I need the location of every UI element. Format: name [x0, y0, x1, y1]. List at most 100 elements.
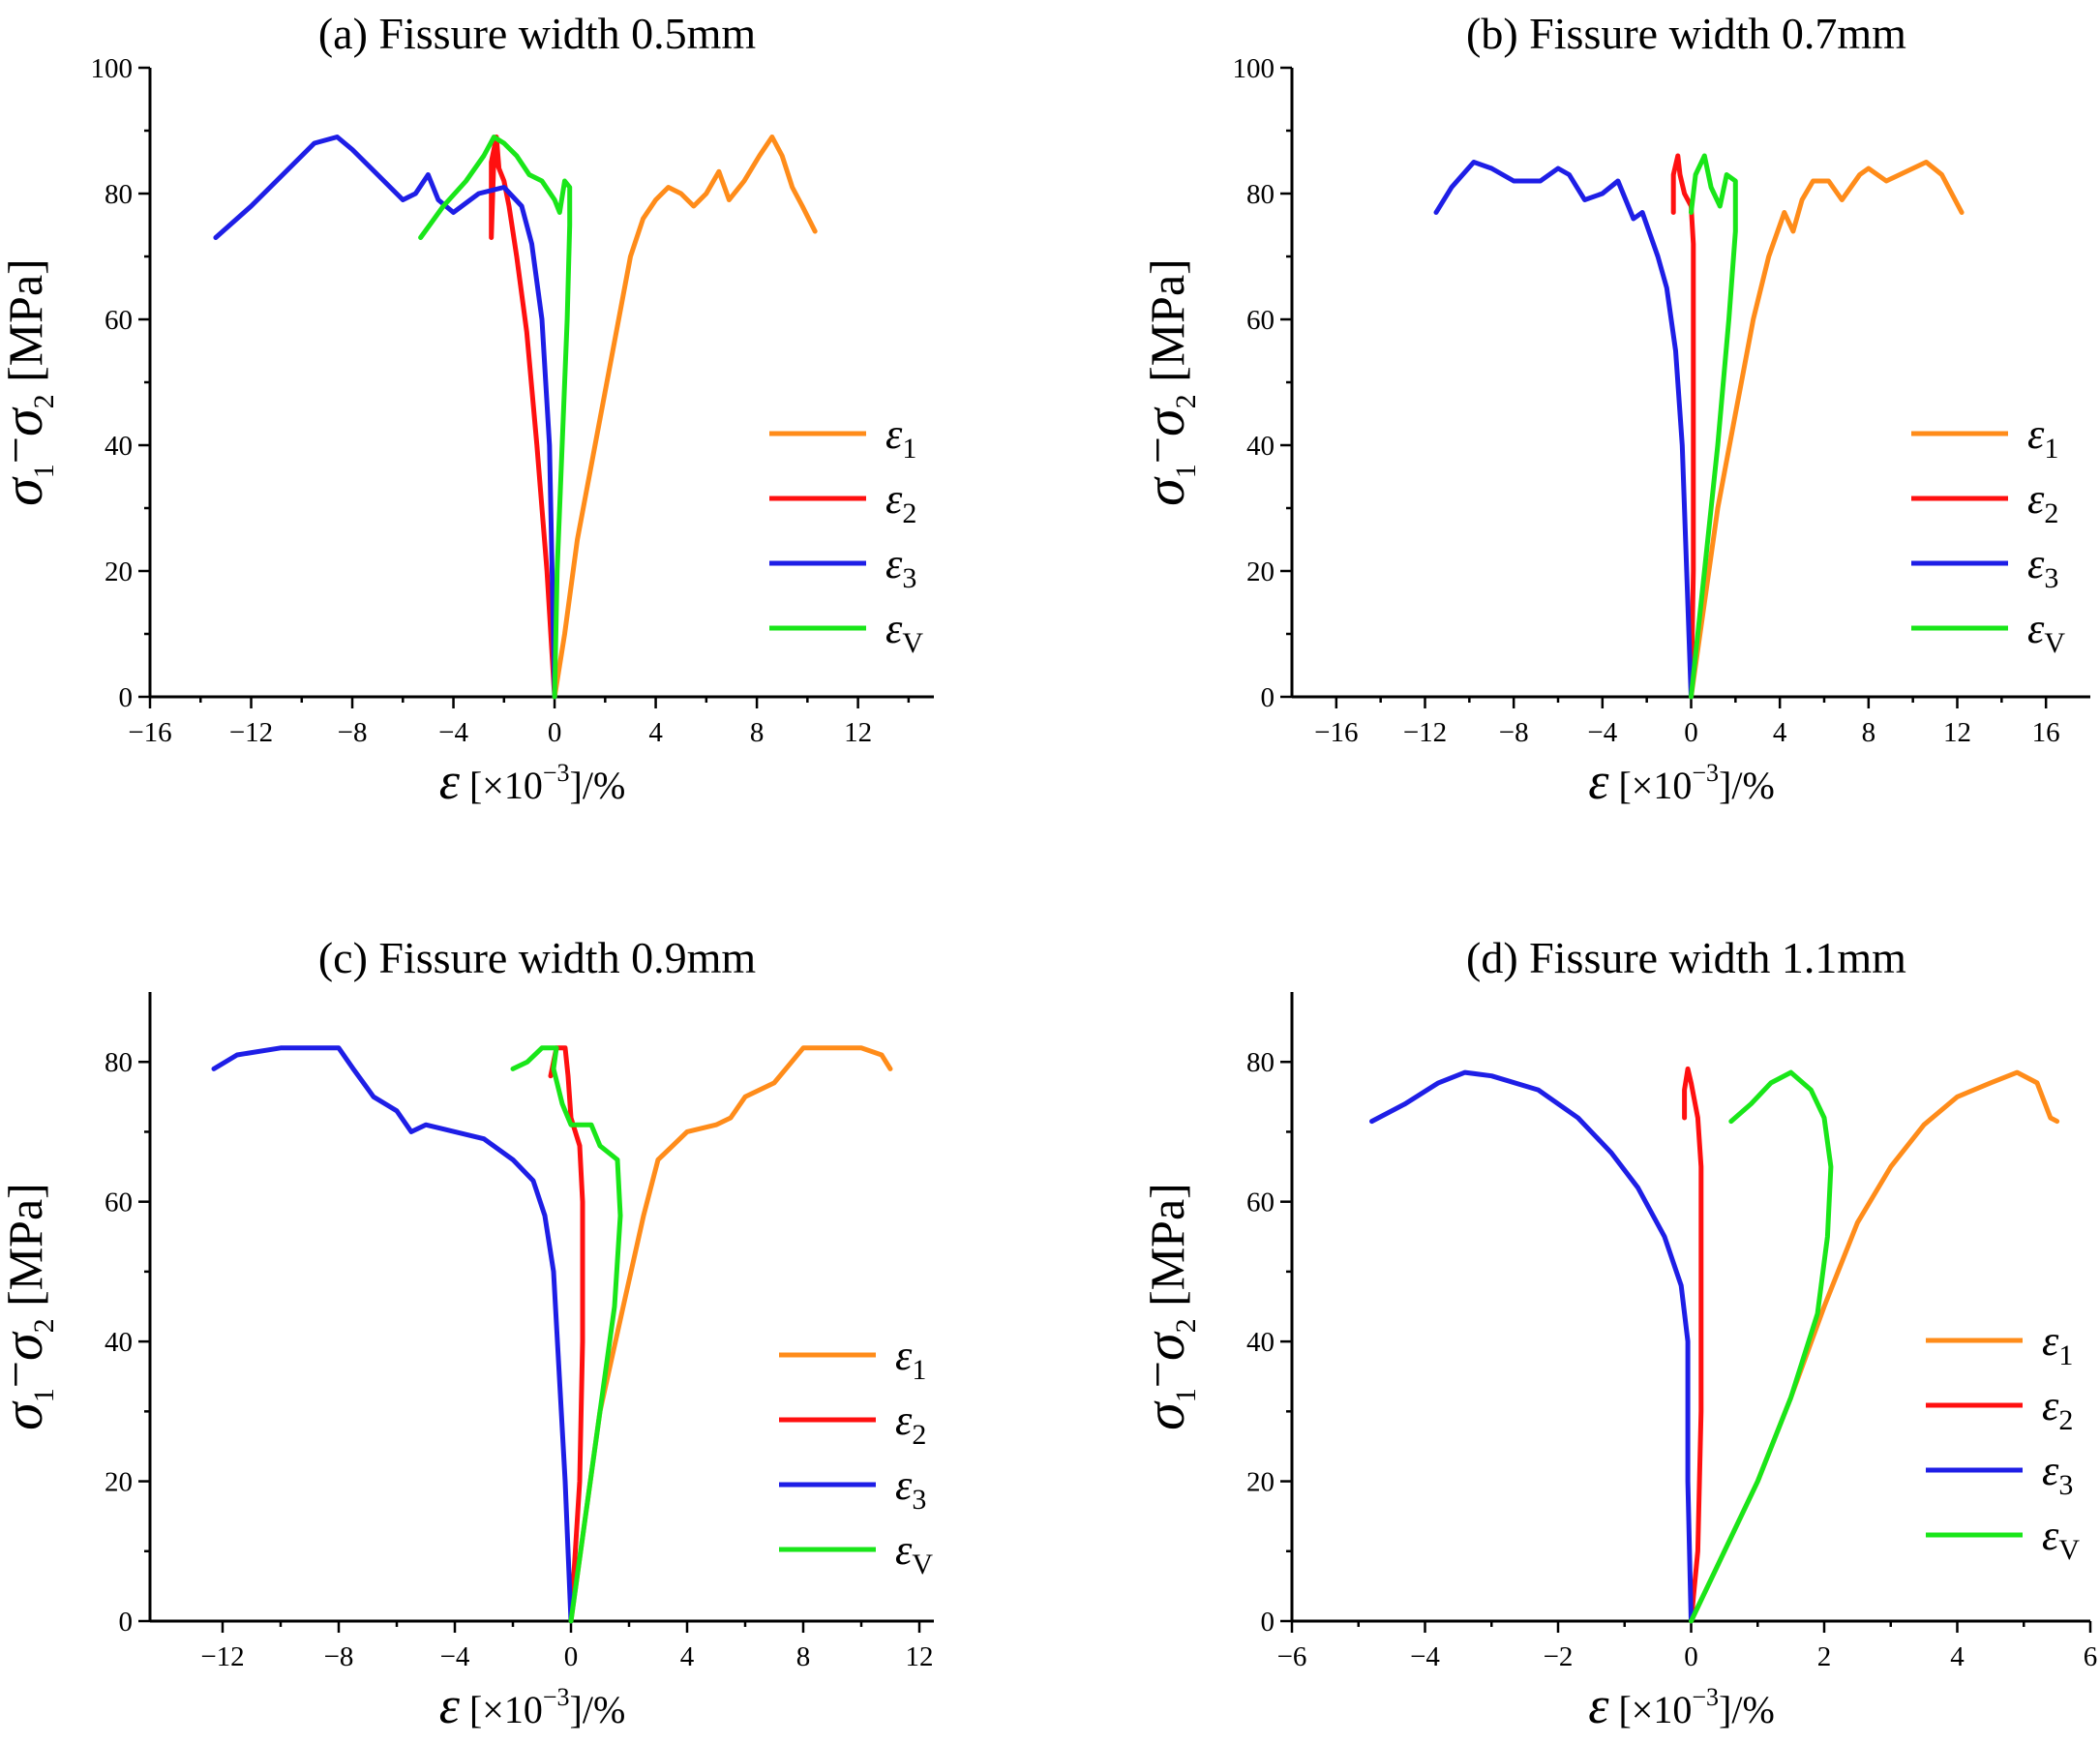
x-tick-label: −8: [338, 717, 368, 748]
y-tick-label: 20: [1246, 556, 1275, 587]
legend-label-eps2: ε2: [2027, 475, 2058, 529]
x-label-pre: [×10: [1608, 764, 1692, 807]
y-tick-label: 0: [1261, 682, 1275, 713]
series-line-eps3: [211, 1045, 574, 1624]
chart-title: (a) Fissure width 0.5mm: [318, 9, 757, 58]
y-tick-label: 80: [1246, 1047, 1275, 1078]
x-label-exp: −3: [1692, 759, 1719, 787]
x-tick-label: −12: [200, 1641, 244, 1672]
y-tick-label: 40: [105, 1327, 133, 1358]
y-label-sigma2: σ: [0, 1331, 54, 1361]
legend-subscript: 2: [2058, 1404, 2073, 1436]
y-label-unit: [MPa]: [1140, 1183, 1194, 1318]
legend-symbol: ε: [2042, 1447, 2059, 1494]
x-tick-label: −2: [1544, 1641, 1574, 1672]
x-label-pre: [×10: [460, 1688, 543, 1731]
legend-subscript: V: [912, 1549, 933, 1580]
x-tick-label: 0: [1684, 717, 1698, 748]
y-axis-label: σ1−σ2 [MPa]: [1130, 1183, 1202, 1430]
x-label-post: ]/%: [570, 1688, 626, 1731]
chart-title: (d) Fissure width 1.1mm: [1466, 933, 1906, 982]
series-line-eps1: [1689, 1069, 2060, 1624]
legend-symbol: ε: [895, 1461, 913, 1509]
series-line-epsV: [510, 1045, 623, 1624]
x-tick-label: −16: [1314, 717, 1358, 748]
x-tick-label: 4: [1950, 1641, 1965, 1672]
legend-symbol: ε: [885, 475, 903, 523]
y-label-unit: [MPa]: [1140, 258, 1194, 394]
y-tick-label: 40: [105, 431, 133, 462]
x-tick-label: −16: [128, 717, 171, 748]
legend-symbol: ε: [2027, 410, 2045, 458]
y-tick-label: 80: [105, 1047, 133, 1078]
x-tick-label: 8: [750, 717, 765, 748]
x-label-pre: [×10: [1608, 1688, 1692, 1731]
y-label-sigma1: σ: [1133, 476, 1196, 506]
legend-label-eps2: ε2: [885, 475, 916, 529]
legend-label-eps2: ε2: [2042, 1382, 2073, 1436]
y-label-sub1: 1: [28, 464, 60, 478]
legend-subscript: V: [2044, 627, 2065, 659]
y-axis-label: σ1−σ2 [MPa]: [1130, 258, 1202, 506]
legend-label-eps3: ε3: [2042, 1447, 2073, 1501]
y-label-sub2: 2: [28, 1318, 60, 1333]
x-tick-label: −4: [440, 1641, 470, 1672]
series-line-eps3: [1433, 160, 1694, 700]
x-label-epsilon: ε: [439, 1676, 461, 1734]
y-label-sub2: 2: [1170, 394, 1202, 408]
x-tick-label: −12: [229, 717, 273, 748]
legend-subscript: 1: [2044, 433, 2058, 465]
y-label-sigma1: σ: [0, 476, 54, 506]
series-line-eps3: [1369, 1069, 1694, 1624]
legend-label-epsV: εV: [2027, 605, 2065, 659]
y-tick-label: 60: [1246, 305, 1275, 336]
y-label-sub1: 1: [1170, 464, 1202, 478]
legend-label-eps1: ε1: [885, 410, 916, 465]
x-tick-label: −12: [1403, 717, 1447, 748]
y-tick-label: 60: [105, 305, 133, 336]
y-label-sub1: 1: [1170, 1388, 1202, 1402]
x-label-exp: −3: [1692, 1683, 1719, 1711]
legend-subscript: 2: [2044, 497, 2058, 529]
chart-title: (c) Fissure width 0.9mm: [318, 933, 757, 982]
series-line-eps1: [568, 1045, 893, 1624]
y-tick-label: 20: [1246, 1467, 1275, 1498]
legend-subscript: 1: [902, 433, 916, 465]
y-label-sub2: 2: [28, 394, 60, 408]
x-tick-label: 8: [1862, 717, 1876, 748]
legend-symbol: ε: [2042, 1512, 2059, 1559]
y-tick-label: 60: [1246, 1188, 1275, 1218]
y-label-minus: −: [1130, 1361, 1185, 1388]
series-line-eps1: [552, 135, 818, 700]
x-tick-label: −8: [324, 1641, 354, 1672]
y-label-sigma2: σ: [1133, 406, 1196, 436]
y-label-unit: [MPa]: [0, 258, 52, 394]
legend-label-eps3: ε3: [2027, 540, 2058, 594]
legend-subscript: 1: [912, 1354, 926, 1386]
y-tick-label: 0: [119, 1607, 134, 1638]
y-label-sub1: 1: [28, 1388, 60, 1402]
y-label-minus: −: [0, 1361, 43, 1388]
series-line-eps2: [489, 135, 557, 700]
y-axis-label: σ1−σ2 [MPa]: [0, 1183, 60, 1430]
x-tick-label: 16: [2032, 717, 2060, 748]
y-label-minus: −: [0, 436, 43, 464]
legend-label-epsV: εV: [895, 1526, 933, 1580]
legend-label-epsV: εV: [885, 605, 923, 659]
x-label-epsilon: ε: [439, 752, 461, 810]
x-axis-label: ε [×10−3]/%: [1588, 752, 1775, 810]
x-label-pre: [×10: [460, 764, 543, 807]
y-tick-label: 20: [105, 1467, 133, 1498]
y-tick-label: 40: [1246, 1327, 1275, 1358]
x-tick-label: −6: [1277, 1641, 1307, 1672]
x-tick-label: −4: [438, 717, 468, 748]
x-tick-label: 12: [844, 717, 872, 748]
legend-label-eps1: ε1: [895, 1332, 926, 1386]
legend-label-eps2: ε2: [895, 1397, 926, 1451]
x-tick-label: 0: [564, 1641, 579, 1672]
y-label-sigma1: σ: [1133, 1400, 1196, 1430]
legend-label-epsV: εV: [2042, 1512, 2080, 1566]
x-axis-label: ε [×10−3]/%: [439, 752, 626, 810]
